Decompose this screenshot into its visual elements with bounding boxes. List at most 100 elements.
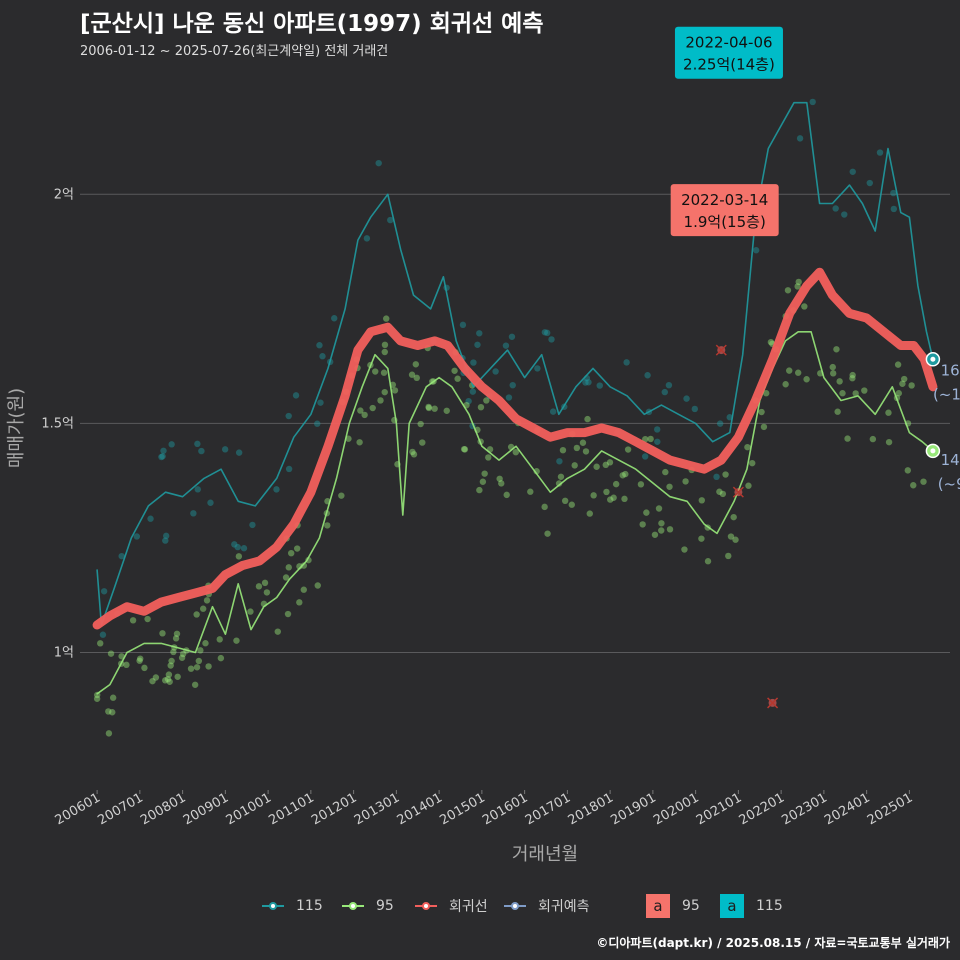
transaction-point: [235, 449, 243, 456]
transaction-point: [585, 379, 592, 386]
transaction-point: [287, 549, 295, 557]
transaction-point: [136, 657, 143, 664]
transaction-point: [541, 329, 549, 336]
transaction-point: [314, 582, 321, 589]
transaction-point: [801, 303, 808, 310]
transaction-point: [165, 671, 173, 678]
legend-label: 115: [296, 898, 323, 914]
transaction-point: [377, 397, 384, 404]
transaction-point: [195, 657, 203, 665]
transaction-point: [885, 409, 892, 416]
transaction-point: [391, 387, 399, 394]
transaction-point: [527, 488, 534, 495]
transaction-point: [99, 631, 107, 638]
regression-line: [92, 267, 938, 630]
transaction-point: [100, 588, 108, 595]
transaction-point: [425, 404, 433, 412]
annotations: 2022-04-06 2.25억(14층) 2022-03-14 1.9억(15층): [670, 26, 783, 237]
transaction-point: [460, 445, 468, 453]
transaction-point: [470, 359, 477, 366]
series-line-115: [96, 101, 934, 626]
transaction-point: [187, 665, 195, 672]
transaction-point: [573, 444, 581, 452]
transaction-point: [509, 381, 516, 389]
transaction-point: [834, 408, 841, 415]
transaction-point: [314, 420, 321, 427]
transaction-point: [162, 677, 169, 684]
transaction-point: [910, 482, 917, 489]
x-tick-label: 202001: [651, 790, 701, 828]
transaction-point: [179, 650, 187, 658]
transaction-point: [469, 388, 477, 395]
transaction-point: [541, 503, 548, 511]
transaction-point: [503, 491, 510, 499]
transaction-point: [794, 369, 802, 376]
transaction-point: [839, 390, 846, 397]
transaction-point: [612, 480, 620, 488]
transaction-point: [413, 374, 420, 382]
transaction-point: [908, 382, 915, 389]
legend-label: 115: [756, 898, 783, 914]
transaction-point: [93, 695, 101, 702]
transaction-point: [722, 471, 729, 478]
transaction-point: [160, 447, 167, 454]
transaction-point: [758, 408, 765, 416]
transaction-point: [178, 654, 186, 661]
transaction-point: [263, 589, 271, 596]
transaction-point: [655, 505, 663, 512]
outlier-cross: [715, 344, 727, 356]
chart-title: [군산시] 나운 동신 아파트(1997) 회귀선 예측: [80, 11, 544, 37]
legend-key-icon: [504, 895, 526, 917]
transaction-point: [137, 655, 144, 662]
transaction-point: [658, 520, 665, 527]
transaction-point: [849, 168, 856, 175]
transaction-point: [619, 472, 626, 479]
x-tick-label: 201901: [608, 790, 658, 828]
transaction-point: [836, 378, 843, 385]
transaction-point: [292, 392, 300, 399]
transaction-point: [300, 562, 308, 569]
transaction-point: [571, 462, 578, 469]
x-tick-label: 200601: [53, 790, 103, 828]
transaction-point: [803, 376, 810, 383]
transaction-point: [719, 490, 727, 498]
transaction-point: [568, 501, 575, 508]
transaction-point: [170, 648, 177, 656]
transaction-point: [698, 497, 705, 504]
transaction-point: [559, 446, 567, 454]
transaction-point: [844, 435, 851, 442]
transaction-point: [549, 408, 557, 415]
transaction-point: [454, 375, 461, 382]
transaction-point: [544, 329, 551, 337]
transaction-point: [152, 674, 160, 681]
outlier-cross: [732, 486, 744, 498]
transaction-point: [261, 579, 269, 587]
transaction-point: [409, 448, 416, 456]
axes: 1억1.5억2억20060120070120080120090120100120…: [6, 187, 915, 865]
legend-item: 115: [262, 892, 323, 920]
transaction-point: [363, 235, 371, 242]
transaction-point: [162, 537, 169, 544]
transaction-point: [285, 564, 292, 571]
transaction-point: [217, 654, 225, 662]
legend-item: 회귀예측: [504, 892, 590, 920]
transaction-point: [417, 420, 424, 428]
transaction-point: [144, 615, 151, 623]
transaction-point: [173, 630, 181, 637]
x-tick-label: 201101: [266, 790, 316, 828]
transaction-point: [603, 488, 610, 496]
max-annotation-box: [670, 184, 779, 237]
transaction-point: [476, 486, 483, 494]
transaction-point: [586, 510, 593, 517]
transaction-point: [274, 628, 281, 635]
legend-item: 95: [342, 892, 394, 920]
legend-label-key: a 95: [646, 892, 700, 920]
transaction-point: [164, 675, 172, 683]
transaction-point: [745, 482, 752, 489]
transaction-point: [644, 372, 651, 379]
latest-value-label: 16,400: [941, 361, 960, 379]
x-tick-label: 201001: [224, 790, 274, 828]
transaction-point: [602, 461, 609, 469]
transaction-point: [890, 205, 898, 213]
x-tick-label: 201401: [395, 790, 445, 828]
